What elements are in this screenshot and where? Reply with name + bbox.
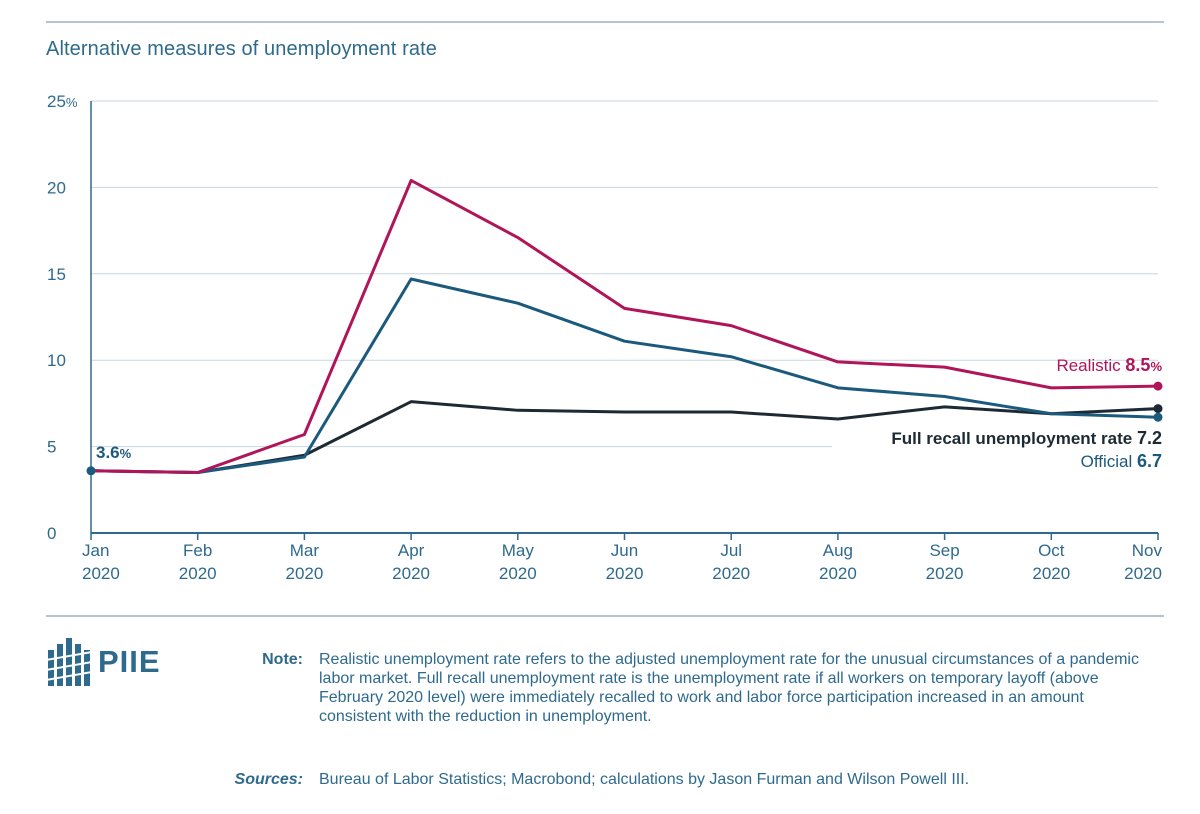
y-tick-label: 0 <box>47 524 56 543</box>
piie-logo: PIIE <box>46 636 161 688</box>
x-tick-label-month: Feb <box>183 541 212 560</box>
series-end-value: 8.5 <box>1125 355 1150 375</box>
x-tick-label-year: 2020 <box>606 564 644 583</box>
note: Note: Realistic unemployment rate refers… <box>210 650 1160 726</box>
x-tick-label-month: Nov <box>1132 541 1163 560</box>
line-chart: 0 5 10 15 20 25% Jan 2020 Feb 2020 Mar 2020 Apr 2020 M… <box>47 92 1166 583</box>
series-name: Official <box>1081 452 1137 471</box>
y-tick-unit: % <box>66 95 78 110</box>
piie-logo-icon <box>46 638 92 686</box>
series-end-value: 6.7 <box>1137 451 1162 471</box>
series-name: Full recall unemployment rate <box>891 429 1137 448</box>
series-label-official: Official 6.7 <box>1081 451 1162 471</box>
series-label-realistic: Realistic 8.5% <box>1056 355 1162 375</box>
x-tick-label-month: Jan <box>82 541 109 560</box>
top-rule <box>46 21 1164 23</box>
start-annotation-unit: % <box>120 446 132 461</box>
label-bg <box>832 425 1166 451</box>
x-tick-label-year: 2020 <box>1032 564 1070 583</box>
x-tick-label-year: 2020 <box>819 564 857 583</box>
note-text: Realistic unemployment rate refers to th… <box>319 651 1139 725</box>
y-tick-label: 20 <box>47 178 66 197</box>
y-tick-label: 5 <box>47 438 56 457</box>
series-line-official <box>89 277 1160 475</box>
x-tick-label-month: Jul <box>720 541 742 560</box>
bottom-rule <box>46 615 1164 617</box>
series-name: Realistic <box>1056 356 1125 375</box>
x-tick-label-month: Sep <box>929 541 959 560</box>
x-tick-label-month: Jun <box>611 541 638 560</box>
y-tick-label: 15 <box>47 265 66 284</box>
x-tick-label-month: Apr <box>398 541 425 560</box>
start-annotation: 3.6% <box>96 443 132 462</box>
x-tick-label-year: 2020 <box>926 564 964 583</box>
x-tick-label-month: Aug <box>823 541 853 560</box>
y-tick-label: 25% <box>47 92 78 111</box>
sources-label: Sources: <box>234 771 303 788</box>
sources-text: Bureau of Labor Statistics; Macrobond; c… <box>319 771 970 788</box>
logo-text: PIIE <box>98 644 161 679</box>
note-label: Note: <box>262 651 303 668</box>
sources: Sources: Bureau of Labor Statistics; Mac… <box>210 770 1160 789</box>
end-marker-official <box>1153 412 1163 422</box>
x-tick-label-month: May <box>502 541 535 560</box>
series-label-full-recall-unemployment-rate: Full recall unemployment rate 7.2 <box>891 428 1162 448</box>
x-tick-label-year: 2020 <box>82 564 120 583</box>
x-tick-label-year: 2020 <box>712 564 750 583</box>
x-tick-label-year: 2020 <box>179 564 217 583</box>
end-marker-full-recall-unemployment-rate <box>1153 404 1163 414</box>
series-line-realistic <box>89 178 1160 475</box>
x-tick-label-year: 2020 <box>285 564 323 583</box>
end-marker-realistic <box>1153 381 1163 391</box>
x-tick-label-year: 2020 <box>499 564 537 583</box>
start-marker <box>86 466 96 476</box>
series-end-value: 7.2 <box>1137 428 1162 448</box>
x-tick-label-month: Mar <box>290 541 320 560</box>
series-end-unit: % <box>1150 359 1162 374</box>
y-tick-label: 10 <box>47 351 66 370</box>
x-tick-label-year: 2020 <box>1124 564 1162 583</box>
x-tick-label-month: Oct <box>1038 541 1065 560</box>
chart-title: Alternative measures of unemployment rat… <box>46 38 437 60</box>
x-tick-label-year: 2020 <box>392 564 430 583</box>
